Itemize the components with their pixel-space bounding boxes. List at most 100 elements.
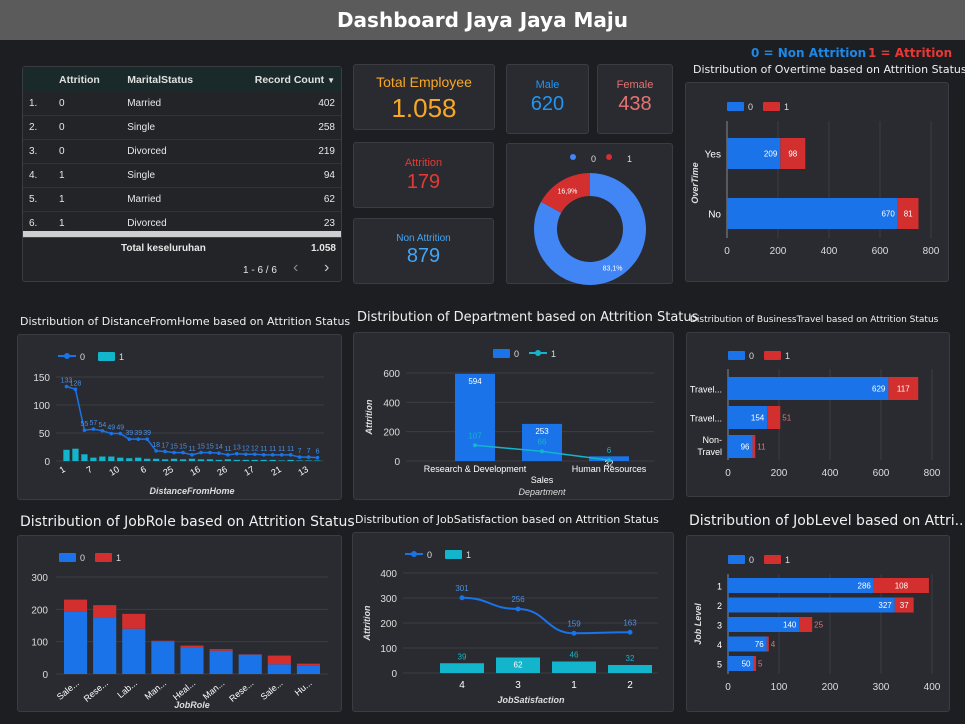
bar-2-0 bbox=[728, 597, 895, 613]
donut-label-1: 16,9% bbox=[558, 189, 578, 196]
point-value-4-0: 301 bbox=[455, 584, 469, 593]
bar-24-1 bbox=[242, 459, 249, 461]
point-value-7-0: 55 bbox=[81, 421, 89, 428]
x-tick-label: 25 bbox=[161, 464, 175, 478]
col-record-count[interactable]: Record Count ▼ bbox=[221, 67, 341, 92]
bar-value-Yes-0: 209 bbox=[764, 150, 778, 159]
bar-Sales-0 bbox=[522, 423, 562, 461]
caret-down-icon: ▼ bbox=[327, 76, 335, 85]
distance-panel: 0 1 0 50 100 150 133 128 55 57 54 49 49 39 39 39 18 17 15 1… bbox=[17, 334, 342, 500]
table-row[interactable]: 4. 1 Single 94 bbox=[23, 163, 341, 188]
x-tick-label: 200 bbox=[822, 682, 839, 693]
bar-Research & Development-0 bbox=[455, 373, 495, 461]
point-23-0 bbox=[235, 451, 239, 456]
bar-value-4-1: 4 bbox=[771, 640, 776, 649]
travel-chart-title: Distribution of BusinessTravel based on … bbox=[690, 315, 939, 325]
point-7-0 bbox=[82, 428, 87, 432]
legend-swatch-0 bbox=[59, 553, 76, 562]
bar-20-1 bbox=[314, 460, 321, 461]
point-value-20-0: 6 bbox=[316, 449, 320, 456]
row-index: 4. bbox=[23, 163, 53, 188]
point-value-12-0: 11 bbox=[224, 446, 231, 453]
x-tick-label: 600 bbox=[873, 468, 890, 479]
cell-attrition: 1 bbox=[53, 187, 122, 212]
bar-5-1 bbox=[215, 459, 223, 461]
kpi-female-label: Female bbox=[616, 79, 654, 91]
point-17-0 bbox=[172, 450, 176, 455]
bar-value-4-0: 76 bbox=[755, 640, 764, 649]
legend-swatch-1 bbox=[95, 553, 112, 562]
kpi-female-value: 438 bbox=[618, 93, 652, 115]
x-tick-label: 7 bbox=[85, 464, 94, 475]
x-axis-label: Department bbox=[518, 487, 566, 497]
bar-3-1 bbox=[151, 640, 175, 642]
y-tick-label: Yes bbox=[705, 150, 721, 161]
overtime-chart: 0 1 0 200 400 600 800 209 98 Yes 670 81 No OverTime bbox=[690, 102, 940, 257]
jobrole-panel: 0 1 0 100 200 300 Sale... Rese... Lab... Man... He… bbox=[17, 535, 342, 712]
legend-swatch-1 bbox=[764, 351, 781, 360]
prev-page-icon[interactable]: ‹ bbox=[293, 259, 299, 276]
table-row[interactable]: 5. 1 Married 62 bbox=[23, 187, 341, 212]
pagination-label: 1 - 6 / 6 bbox=[243, 265, 277, 276]
table-row[interactable]: 1. 0 Married 402 bbox=[23, 92, 341, 116]
legend-swatch-0 bbox=[728, 555, 745, 564]
y-tick-label: 150 bbox=[33, 373, 50, 384]
col-attrition[interactable]: Attrition bbox=[53, 67, 122, 92]
overtime-chart-title: Distribution of Overtime based on Attrit… bbox=[693, 63, 965, 76]
x-tick-label: 17 bbox=[242, 464, 256, 478]
y-tick-label: 1 bbox=[717, 582, 722, 592]
table-row[interactable]: 2. 0 Single 258 bbox=[23, 115, 341, 140]
y-tick-label: 0 bbox=[394, 457, 400, 468]
x-tick-label: Lab... bbox=[115, 678, 139, 700]
bar-3-0 bbox=[728, 617, 800, 632]
col-marital[interactable]: MaritalStatus bbox=[121, 67, 222, 92]
legend-label-0: 0 bbox=[80, 553, 85, 563]
x-tick-label: 16 bbox=[188, 464, 202, 478]
cell-attrition: 0 bbox=[53, 139, 122, 164]
point-4-0 bbox=[459, 595, 465, 601]
x-tick-label: 600 bbox=[872, 246, 889, 257]
y-tick-label: 200 bbox=[380, 619, 397, 630]
bar-5-1 bbox=[753, 656, 757, 671]
row-index: 3. bbox=[23, 139, 53, 164]
table-row[interactable]: 3. 0 Divorced 219 bbox=[23, 139, 341, 164]
y-tick-label: Non- bbox=[702, 435, 722, 445]
kpi-total-employee: Total Employee 1.058 bbox=[353, 64, 495, 130]
x-tick-label: 10 bbox=[107, 464, 121, 478]
table-scrollbar[interactable] bbox=[23, 231, 341, 237]
x-tick-label: 200 bbox=[771, 468, 788, 479]
y-axis-label: Job Level bbox=[693, 603, 703, 645]
point-12-0 bbox=[226, 453, 230, 457]
x-tick-label: 6 bbox=[139, 464, 148, 475]
legend-swatch-0 bbox=[570, 154, 576, 160]
y-tick-label: 300 bbox=[380, 594, 397, 605]
point-value-21-0: 11 bbox=[188, 446, 195, 453]
point-value-14-0: 11 bbox=[260, 446, 267, 453]
y-tick-label: 0 bbox=[42, 670, 48, 681]
point-value-4-0: 18 bbox=[152, 442, 160, 449]
next-page-icon[interactable]: › bbox=[324, 259, 330, 276]
point-value-5-0: 14 bbox=[215, 444, 223, 451]
legend-label-0: 0 bbox=[80, 352, 85, 362]
row-index: 5. bbox=[23, 187, 53, 212]
x-tick-label: 0 bbox=[724, 246, 730, 257]
legend-label-0: 0 bbox=[514, 349, 519, 359]
x-tick-label: Rese... bbox=[227, 678, 255, 704]
bar-3-1 bbox=[496, 657, 540, 673]
legend-swatch-1 bbox=[764, 555, 781, 564]
bar-value-5-1: 5 bbox=[758, 660, 763, 669]
bar-26-1 bbox=[161, 459, 169, 461]
bar-value-Non-Travel-0: 96 bbox=[741, 443, 750, 452]
legend-label-1: 1 bbox=[466, 550, 471, 560]
x-tick-label: Heal... bbox=[171, 678, 197, 702]
point-19-0 bbox=[279, 453, 284, 457]
attrition-donut-panel: 0 1 83,1% 16,9% bbox=[506, 143, 673, 285]
bar-value-Travel...-1: 51 bbox=[782, 414, 791, 423]
y-tick-label: 100 bbox=[31, 638, 48, 649]
legend-swatch-1 bbox=[98, 352, 115, 361]
bar-5-0 bbox=[209, 650, 233, 674]
bar-value-No-1: 81 bbox=[904, 210, 913, 219]
bar-value-1-1: 108 bbox=[895, 582, 909, 591]
department-chart-title: Distribution of Department based on Attr… bbox=[357, 310, 699, 325]
